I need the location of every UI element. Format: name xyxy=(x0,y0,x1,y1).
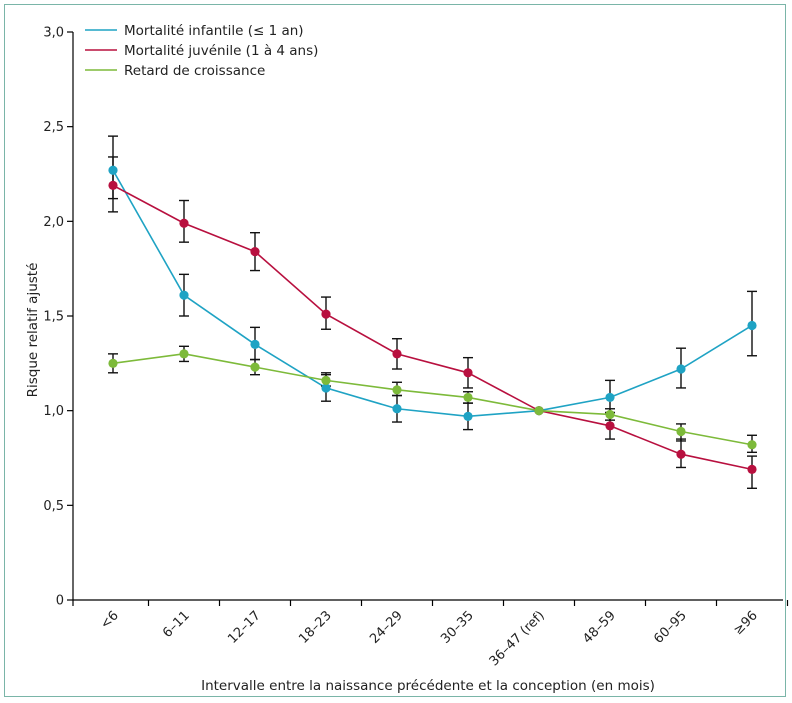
data-point xyxy=(463,411,473,421)
y-tick-label: 2,0 xyxy=(43,215,64,230)
data-point xyxy=(605,409,615,420)
data-point xyxy=(321,309,331,319)
chart-frame xyxy=(4,4,786,697)
series-line xyxy=(112,169,753,418)
data-point xyxy=(108,180,118,190)
series-3 xyxy=(108,345,757,454)
y-tick-label: 0,5 xyxy=(43,499,64,514)
data-point xyxy=(321,375,331,385)
data-point xyxy=(392,349,402,359)
data-point xyxy=(108,358,118,368)
series-line xyxy=(112,184,753,471)
data-point xyxy=(179,218,189,228)
series-line xyxy=(112,353,753,446)
data-point xyxy=(676,426,686,437)
y-tick-label: 0 xyxy=(56,594,64,609)
data-point xyxy=(250,247,260,257)
x-tick-label: 18–23 xyxy=(296,608,335,647)
series-points-1 xyxy=(108,165,757,421)
series-points-2 xyxy=(108,180,757,474)
series-1 xyxy=(108,135,757,431)
data-point xyxy=(463,392,473,403)
legend-label: Retard de croissance xyxy=(124,63,265,79)
x-tick-label: ≥96 xyxy=(731,608,761,638)
data-point xyxy=(605,392,615,403)
data-point xyxy=(179,349,189,359)
data-point xyxy=(747,320,757,331)
series-points-3 xyxy=(108,349,757,450)
x-tick-label: 24–29 xyxy=(367,608,406,647)
data-point xyxy=(605,421,615,431)
data-point xyxy=(108,165,118,175)
data-point xyxy=(250,362,260,372)
data-point xyxy=(392,404,402,414)
y-axis-title: Risque relatif ajusté xyxy=(25,263,41,398)
series-2 xyxy=(108,156,757,489)
x-tick-label: 12–17 xyxy=(225,608,264,647)
data-point xyxy=(747,440,757,450)
data-point xyxy=(747,464,757,474)
x-axis-title: Intervalle entre la naissance précédente… xyxy=(201,678,655,694)
data-point xyxy=(250,339,260,349)
y-tick-label: 1,0 xyxy=(43,404,64,419)
data-point xyxy=(179,290,189,300)
data-point xyxy=(463,368,473,378)
y-tick-label: 2,5 xyxy=(43,120,64,135)
x-tick-label: 60–95 xyxy=(651,608,690,647)
x-tick-label: 48–59 xyxy=(580,608,619,647)
data-point xyxy=(534,406,544,416)
legend: Mortalité infantile (≤ 1 an) Mortalité ju… xyxy=(85,23,318,79)
axes: 0 0,5 1,0 1,5 2,0 2,5 3,0 <6 6–11 12–17 18–23 24–29… xyxy=(43,26,789,669)
plot-area xyxy=(108,135,757,489)
data-point xyxy=(676,449,686,459)
y-tick-label: 1,5 xyxy=(43,310,64,325)
x-tick-label: 36–47 (ref) xyxy=(487,608,548,669)
data-point xyxy=(321,383,331,393)
data-point xyxy=(676,364,686,374)
x-tick-label: 30–35 xyxy=(438,608,477,647)
x-tick-label: <6 xyxy=(98,608,122,632)
x-tick-label: 6–11 xyxy=(160,608,193,641)
data-point xyxy=(392,385,402,395)
y-tick-label: 3,0 xyxy=(43,26,64,41)
legend-label: Mortalité infantile (≤ 1 an) xyxy=(124,23,304,39)
legend-label: Mortalité juvénile (1 à 4 ans) xyxy=(124,43,318,59)
